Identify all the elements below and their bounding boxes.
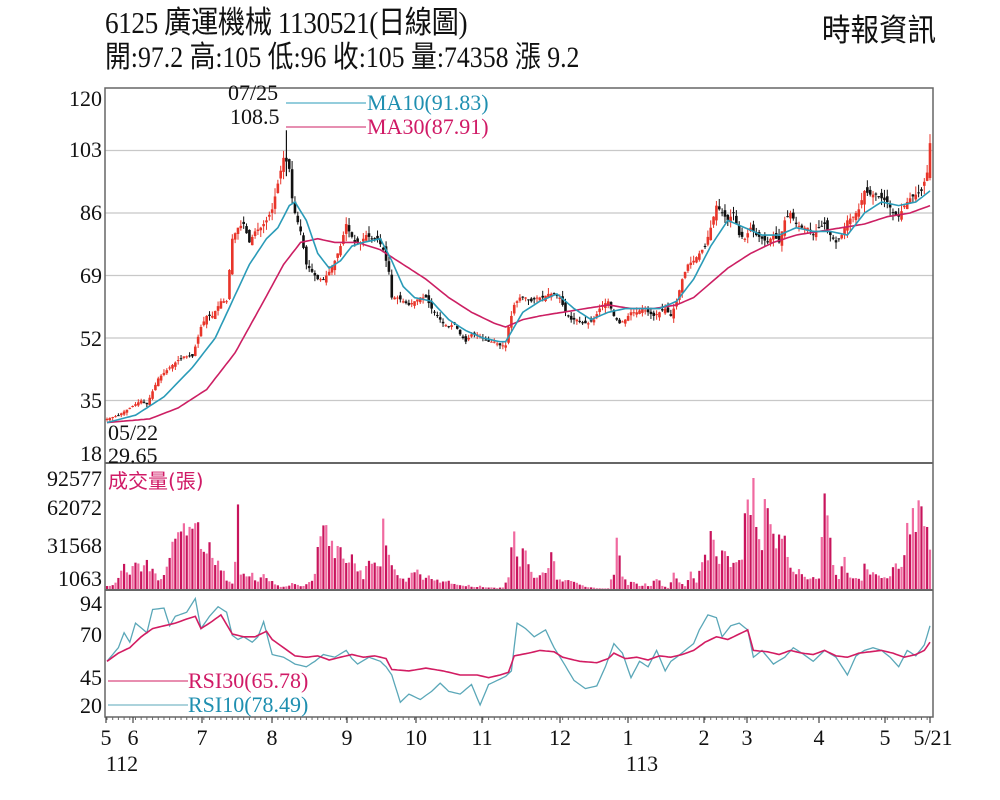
price-tick: 52 xyxy=(80,326,102,351)
brand-label: 時報資訊 xyxy=(821,13,936,49)
month-label: 4 xyxy=(814,725,825,750)
volume-bars xyxy=(105,478,932,590)
chart-frame xyxy=(104,87,934,718)
price-tick: 120 xyxy=(69,86,102,111)
month-label: 3 xyxy=(742,725,753,750)
price-tick: 103 xyxy=(69,137,102,162)
high-date-label: 07/25 xyxy=(228,80,278,105)
volume-tick: 62072 xyxy=(47,495,102,520)
ma10-legend: MA10(91.83) xyxy=(367,90,489,115)
month-label: 7 xyxy=(197,725,208,750)
rsi-tick: 45 xyxy=(80,665,102,690)
price-panel xyxy=(105,130,933,424)
month-label: 6 xyxy=(128,725,139,750)
ohlc-summary: 開:97.2 高:105 低:96 收:105 量:74358 漲 9.2 xyxy=(105,41,580,74)
volume-title: 成交量(張) xyxy=(108,469,204,493)
low-date-label: 05/22 xyxy=(108,420,158,445)
rsi30-legend: RSI30(65.78) xyxy=(188,668,308,693)
month-label: 9 xyxy=(342,725,353,750)
price-gridlines xyxy=(105,149,933,402)
volume-tick: 92577 xyxy=(47,466,102,491)
year-label: 112 xyxy=(106,751,138,776)
rsi-panel xyxy=(106,596,931,707)
rsi-tick: 94 xyxy=(80,591,102,616)
high-value-label: 108.5 xyxy=(230,104,280,129)
price-tick: 86 xyxy=(80,200,102,225)
month-label: 2 xyxy=(699,725,710,750)
price-y-axis: 120 103 86 69 52 35 18 xyxy=(69,86,102,466)
month-label: 12 xyxy=(549,725,571,750)
x-axis-ticks xyxy=(105,717,931,723)
month-label: 8 xyxy=(267,725,278,750)
ma30-legend: MA30(87.91) xyxy=(367,114,489,139)
rsi30-line xyxy=(106,613,931,679)
volume-tick: 1063 xyxy=(58,566,102,591)
month-label: 10 xyxy=(405,725,427,750)
ma10-line xyxy=(106,190,931,424)
month-label: 11 xyxy=(471,725,492,750)
month-label: 5 xyxy=(101,725,112,750)
rsi10-legend: RSI10(78.49) xyxy=(188,692,308,717)
price-tick: 69 xyxy=(80,263,102,288)
price-tick: 18 xyxy=(80,441,102,466)
month-label: 5/21 xyxy=(913,725,952,750)
month-label: 1 xyxy=(623,725,634,750)
price-tick: 35 xyxy=(80,388,102,413)
volume-tick: 31568 xyxy=(47,533,102,558)
year-label: 113 xyxy=(626,751,658,776)
x-axis: 5 6 7 8 9 10 11 12 1 2 3 4 5 5/21 112 11… xyxy=(101,725,953,776)
low-value-label: 29.65 xyxy=(108,443,158,468)
chart-title: 6125 廣運機械 1130521(日線圖) xyxy=(105,5,468,40)
volume-panel xyxy=(105,478,932,590)
ma30-line xyxy=(106,204,931,424)
rsi-y-axis: 94 70 45 20 xyxy=(80,591,102,718)
volume-y-axis: 92577 62072 31568 1063 xyxy=(47,466,102,591)
rsi-tick: 70 xyxy=(80,622,102,647)
month-label: 5 xyxy=(880,725,891,750)
rsi-tick: 20 xyxy=(80,693,102,718)
